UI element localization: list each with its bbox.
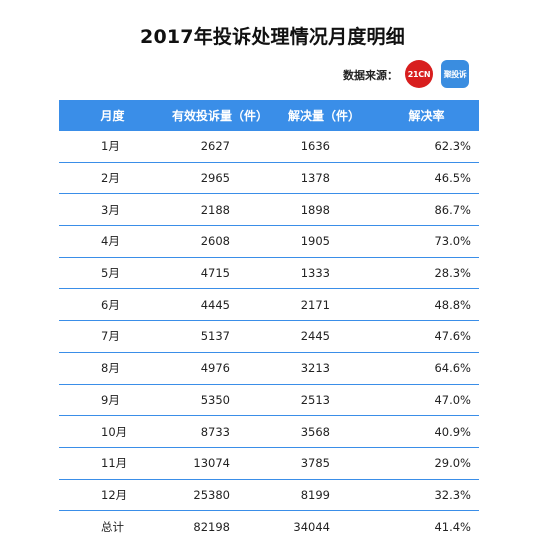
cell-month: 3月: [59, 193, 166, 227]
table-total-row: 总计 82198 34044 41.4%: [59, 511, 479, 542]
cell-month: 7月: [59, 320, 166, 353]
cell-valid: 4976: [166, 352, 274, 385]
21cn-logo: 21CN: [405, 60, 433, 88]
cell-resolved: 3785: [274, 447, 374, 480]
cell-valid: 5137: [166, 320, 274, 353]
cell-resolved: 1898: [274, 193, 374, 227]
cell-rate: 62.3%: [374, 131, 479, 163]
cell-resolved: 2171: [274, 288, 374, 322]
cell-valid: 82198: [193, 519, 230, 534]
cell-resolved: 1905: [274, 225, 374, 258]
cell-month: 12月: [59, 479, 166, 512]
table-row: 8月 4976 3213 64.6%: [59, 352, 479, 385]
cell-valid: 2188: [166, 193, 274, 227]
cell-valid: 5350: [166, 384, 274, 417]
cell-rate: 41.4%: [434, 519, 471, 534]
page-title: 2017年投诉处理情况月度明细: [140, 26, 405, 48]
table-header-row: 月度 有效投诉量（件） 解决量（件） 解决率: [59, 100, 479, 131]
cell-valid: 25380: [166, 479, 274, 512]
cell-rate: 64.6%: [374, 352, 479, 385]
cell-valid: 4445: [166, 288, 274, 322]
cell-valid: 2965: [166, 162, 274, 195]
table-row: 1月 2627 1636 62.3%: [59, 131, 479, 163]
table-row: 3月 2188 1898 86.7%: [59, 193, 479, 227]
cell-valid: 8733: [166, 415, 274, 448]
cell-month: 4月: [59, 225, 166, 258]
cell-month: 11月: [59, 447, 166, 480]
cell-month: 10月: [59, 415, 166, 448]
table-row: 6月 4445 2171 48.8%: [59, 288, 479, 322]
cell-month: 1月: [59, 131, 166, 163]
table-row: 4月 2608 1905 73.0%: [59, 225, 479, 258]
cell-resolved: 3568: [274, 415, 374, 448]
cell-month: 8月: [59, 352, 166, 385]
cell-rate: 47.6%: [374, 320, 479, 353]
cell-month: 6月: [59, 288, 166, 322]
cell-month: 9月: [59, 384, 166, 417]
cell-resolved: 8199: [274, 479, 374, 512]
cell-rate: 48.8%: [374, 288, 479, 322]
header-resolved: 解决量（件）: [274, 100, 374, 131]
cell-rate: 47.0%: [374, 384, 479, 417]
header-month: 月度: [59, 100, 166, 131]
table-row: 12月 25380 8199 32.3%: [59, 479, 479, 512]
cell-rate: 46.5%: [374, 162, 479, 195]
cell-resolved: 3213: [274, 352, 374, 385]
cell-resolved: 1636: [274, 131, 374, 163]
table-row: 11月 13074 3785 29.0%: [59, 447, 479, 480]
cell-resolved: 34044: [293, 519, 330, 534]
cell-valid: 4715: [166, 257, 274, 290]
cell-resolved: 1333: [274, 257, 374, 290]
complaint-table: 月度 有效投诉量（件） 解决量（件） 解决率 1月 2627 1636 62.3…: [59, 100, 479, 542]
cell-rate: 40.9%: [374, 415, 479, 448]
cell-rate: 32.3%: [374, 479, 479, 512]
cell-month: 总计: [101, 519, 124, 534]
data-source-label: 数据来源：: [343, 69, 398, 82]
cell-rate: 73.0%: [374, 225, 479, 258]
table-row: 7月 5137 2445 47.6%: [59, 320, 479, 353]
table-row: 5月 4715 1333 28.3%: [59, 257, 479, 290]
cell-resolved: 2513: [274, 384, 374, 417]
jutousu-logo: 聚投诉: [441, 60, 469, 88]
header-valid-complaints: 有效投诉量（件）: [166, 100, 274, 131]
cell-valid: 2608: [166, 225, 274, 258]
cell-resolved: 1378: [274, 162, 374, 195]
cell-month: 5月: [59, 257, 166, 290]
cell-rate: 28.3%: [374, 257, 479, 290]
cell-rate: 86.7%: [374, 193, 479, 227]
table-row: 2月 2965 1378 46.5%: [59, 162, 479, 195]
cell-month: 2月: [59, 162, 166, 195]
header-resolution-rate: 解决率: [374, 100, 479, 131]
cell-valid: 2627: [166, 131, 274, 163]
cell-valid: 13074: [166, 447, 274, 480]
cell-rate: 29.0%: [374, 447, 479, 480]
table-row: 10月 8733 3568 40.9%: [59, 415, 479, 448]
cell-resolved: 2445: [274, 320, 374, 353]
table-row: 9月 5350 2513 47.0%: [59, 384, 479, 417]
